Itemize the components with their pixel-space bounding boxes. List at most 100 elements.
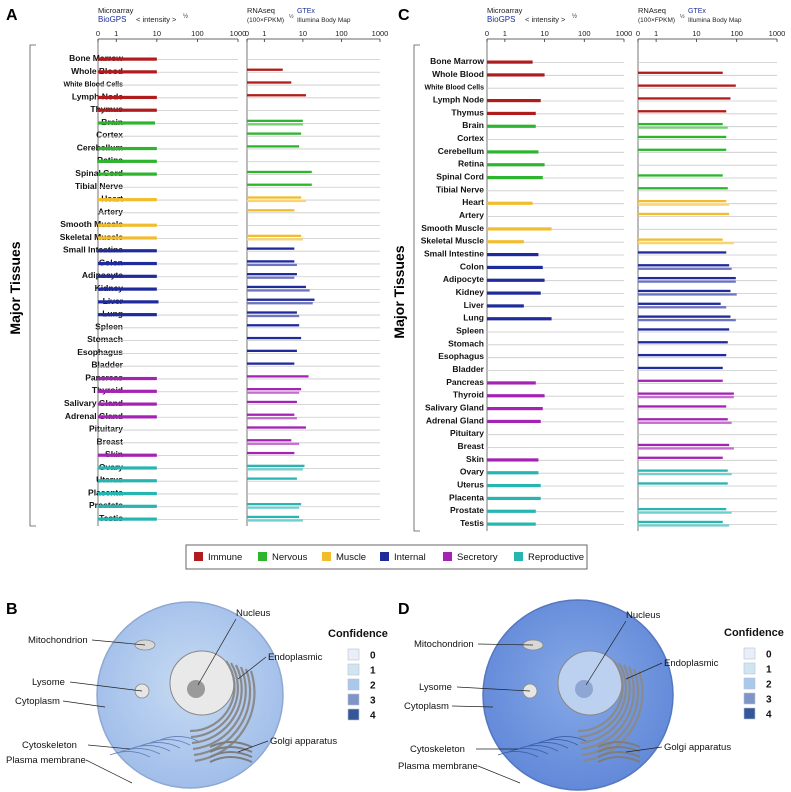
tissue-label: Placenta: [449, 492, 484, 502]
microarray-bar: [98, 453, 157, 457]
gtex-bar: [247, 260, 295, 263]
gtex-bar: [247, 132, 302, 135]
gtex-bar: [638, 366, 723, 370]
rnaseq-tick-label: 1: [262, 29, 266, 38]
cytoskeleton-strand: [527, 742, 569, 749]
illumina-bar: [638, 267, 732, 270]
tissue-label: Pituitary: [89, 424, 123, 434]
gtex-title: GTEx: [297, 8, 315, 15]
tissue-label: Heart: [462, 197, 484, 207]
tissue-label: Cortex: [96, 130, 123, 140]
tissue-label: Colon: [460, 261, 484, 271]
gtex-bar: [638, 238, 723, 241]
microarray-bar: [98, 389, 157, 393]
confidence-title: Confidence: [724, 627, 784, 639]
label-leader-line: [87, 744, 131, 750]
gtex-bar: [247, 464, 305, 467]
golgi-cisterna: [597, 741, 641, 748]
illumina-bar: [638, 293, 737, 296]
illumina-bar: [247, 276, 295, 279]
gtex-bar: [638, 187, 728, 190]
gtex-bar: [247, 298, 315, 301]
tissue-label: Salivary Gland: [64, 398, 123, 408]
rnaseq-tick-label: 10: [299, 29, 307, 38]
gtex-bar: [638, 84, 736, 87]
cell-label-cytoskeleton: Cytoskeleton: [410, 744, 465, 755]
rnaseq-tick-label: 1000: [769, 29, 786, 38]
er-membrane: [191, 664, 243, 745]
illumina-bar: [638, 524, 730, 527]
microarray-tick-label: 100: [191, 29, 204, 38]
illumina-bar: [638, 395, 734, 399]
legend-swatch-internal: [380, 552, 389, 561]
er-membrane: [580, 666, 635, 751]
gtex-bar: [247, 285, 306, 289]
er-membrane: [578, 662, 627, 739]
illumina-bar: [247, 123, 303, 126]
microarray-bar: [487, 458, 539, 462]
gtex-bar: [247, 362, 295, 365]
gtex-bar: [638, 315, 731, 318]
illumina-bar: [638, 241, 734, 245]
tissue-label: White Blood Cells: [64, 82, 124, 89]
microarray-source: BioGPS: [487, 15, 515, 24]
tissue-label: Cerebellum: [438, 146, 485, 156]
gtex-bar: [638, 341, 728, 344]
confidence-swatch-0: [743, 647, 756, 660]
tissue-label: Bone Marrow: [430, 56, 484, 66]
gtex-bar: [247, 375, 309, 378]
microarray-bar: [98, 223, 157, 227]
confidence-level-0: 0: [766, 650, 772, 661]
rnaseq-tick-label: 10: [692, 29, 700, 38]
microarray-bar: [487, 150, 539, 154]
label-leader-line: [625, 662, 663, 680]
illumina-bar: [247, 314, 300, 318]
tissue-label: Skeletal Muscle: [60, 232, 124, 242]
tissue-label: Spleen: [95, 321, 123, 331]
confidence-level-2: 2: [766, 680, 772, 691]
tissue-label: White Blood Cells: [425, 85, 485, 92]
nucleolus-shape: [575, 680, 593, 698]
microarray-bar: [487, 240, 524, 244]
microarray-bar: [98, 236, 157, 240]
tissue-label: Smooth Muscle: [421, 223, 484, 233]
tissue-group-legend: Immune Nervous Muscle Internal Secretory Repr…: [185, 544, 588, 570]
tissue-label: Esophagus: [438, 351, 484, 361]
tissue-label: Breast: [97, 436, 124, 446]
er-membrane: [577, 660, 624, 733]
cell-diagram-d: Nucleus Mitochondrion Endoplasmic Lysome Cyt…: [398, 599, 784, 791]
microarray-bar: [487, 176, 543, 180]
gtex-bar: [247, 234, 302, 237]
tissue-label: Retina: [458, 159, 484, 169]
microarray-bar: [98, 198, 157, 202]
label-leader-line: [585, 620, 627, 686]
gtex-bar: [638, 289, 731, 293]
microarray-tick-label: 0: [485, 29, 489, 38]
gtex-bar: [638, 418, 728, 421]
illumina-bar: [247, 289, 310, 292]
illumina-body-map-title: Illumina Body Map: [297, 17, 351, 24]
legend-swatch-reproductive: [514, 552, 523, 561]
microarray-bar: [98, 159, 157, 163]
cell-label-plasma_membrane: Plasma membrane: [398, 761, 478, 772]
gtex-bar: [638, 264, 730, 267]
microarray-tick-label: 1000: [230, 29, 247, 38]
tissue-label: Whole Blood: [432, 69, 484, 79]
microarray-bar: [487, 278, 545, 282]
microarray-bar: [98, 376, 157, 381]
microarray-title: Microarray: [487, 6, 523, 15]
microarray-exponent: ½: [572, 13, 577, 20]
legend-swatch-nervous: [258, 552, 267, 561]
confidence-level-2: 2: [370, 681, 376, 692]
label-leader-line: [237, 740, 269, 753]
microarray-bar: [487, 381, 536, 385]
microarray-bar: [487, 496, 541, 501]
gtex-title: GTEx: [688, 8, 706, 15]
microarray-bar: [487, 509, 536, 513]
illumina-bar: [247, 417, 297, 420]
legend-items: Immune Nervous Muscle Internal Secretory Repr…: [194, 552, 584, 563]
rnaseq-tick-label: 0: [245, 29, 249, 38]
gtex-bar: [638, 276, 736, 280]
microarray-bar: [98, 504, 157, 508]
